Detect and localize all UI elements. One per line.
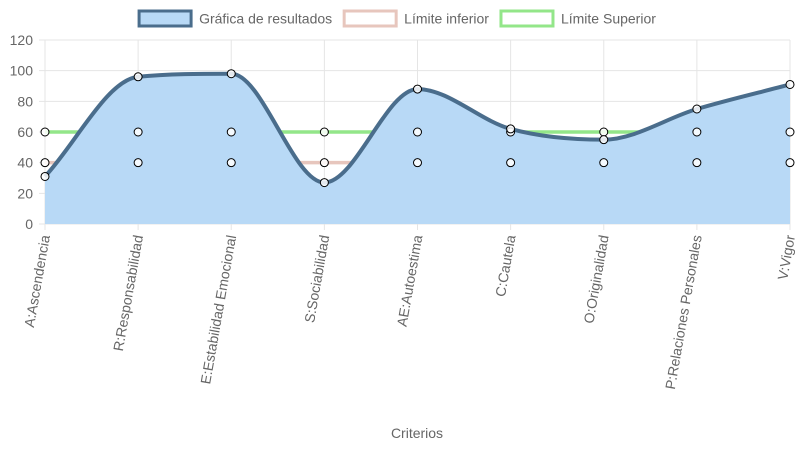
legend-label: Límite inferior	[404, 11, 489, 27]
legend-item[interactable]: Gráfica de resultados	[137, 9, 332, 28]
data-point[interactable]	[40, 158, 50, 168]
data-point[interactable]	[133, 72, 143, 82]
x-tick-label: S:Sociabilidad	[301, 234, 332, 324]
data-point[interactable]	[133, 158, 143, 168]
y-tick-label: 20	[17, 185, 33, 201]
x-tick-label: O:Originalidad	[580, 234, 611, 325]
legend-swatch	[137, 9, 193, 28]
x-tick-label: P:Relaciones Personales	[662, 234, 705, 391]
y-tick-label: 100	[10, 63, 34, 79]
data-point[interactable]	[692, 127, 702, 137]
x-axis-title: Criterios	[391, 425, 443, 441]
data-point[interactable]	[506, 158, 516, 168]
points-group	[40, 69, 795, 188]
data-point[interactable]	[413, 127, 422, 137]
data-point[interactable]	[692, 158, 702, 168]
data-point[interactable]	[506, 124, 516, 134]
data-point[interactable]	[692, 104, 702, 114]
x-tick-label: E:Estabilidad Emocional	[197, 234, 239, 385]
data-point[interactable]	[319, 178, 329, 188]
series-line-0	[43, 71, 791, 185]
data-point[interactable]	[785, 127, 795, 137]
y-tick-label: 120	[10, 32, 34, 48]
data-point[interactable]	[785, 158, 795, 168]
data-point[interactable]	[413, 84, 422, 94]
data-point[interactable]	[226, 69, 236, 79]
data-point[interactable]	[226, 127, 236, 137]
results-area-fill	[45, 73, 790, 224]
legend-item[interactable]: Límite inferior	[342, 9, 489, 28]
legend-item[interactable]: Límite Superior	[499, 9, 656, 28]
x-tick-label: V:Vigor	[774, 233, 795, 281]
data-point[interactable]	[319, 127, 329, 137]
legend-label: Límite Superior	[561, 11, 656, 27]
x-tick-label: R:Responsabilidad	[110, 234, 146, 353]
data-point[interactable]	[40, 171, 50, 181]
data-point[interactable]	[319, 158, 329, 168]
legend-swatch	[499, 9, 555, 28]
data-point[interactable]	[40, 127, 50, 137]
data-point[interactable]	[133, 127, 143, 137]
series-group	[43, 71, 791, 224]
y-tick-label: 0	[25, 216, 33, 232]
legend-label: Gráfica de resultados	[199, 11, 332, 27]
data-point[interactable]	[599, 135, 609, 145]
x-tick-label: C:Cautela	[492, 234, 519, 298]
y-tick-label: 40	[17, 155, 33, 171]
y-tick-label: 60	[17, 124, 33, 140]
legend-swatch	[342, 9, 398, 28]
x-tick-label: AE:Autoestima	[394, 234, 426, 328]
data-point[interactable]	[785, 79, 795, 89]
y-tick-label: 80	[17, 93, 33, 109]
x-tick-label: A:Ascendencia	[21, 234, 53, 329]
data-point[interactable]	[599, 158, 609, 168]
data-point[interactable]	[413, 158, 422, 168]
data-point[interactable]	[599, 127, 609, 137]
legend: Gráfica de resultados Límite inferior Lími…	[137, 9, 656, 28]
data-point[interactable]	[226, 158, 236, 168]
